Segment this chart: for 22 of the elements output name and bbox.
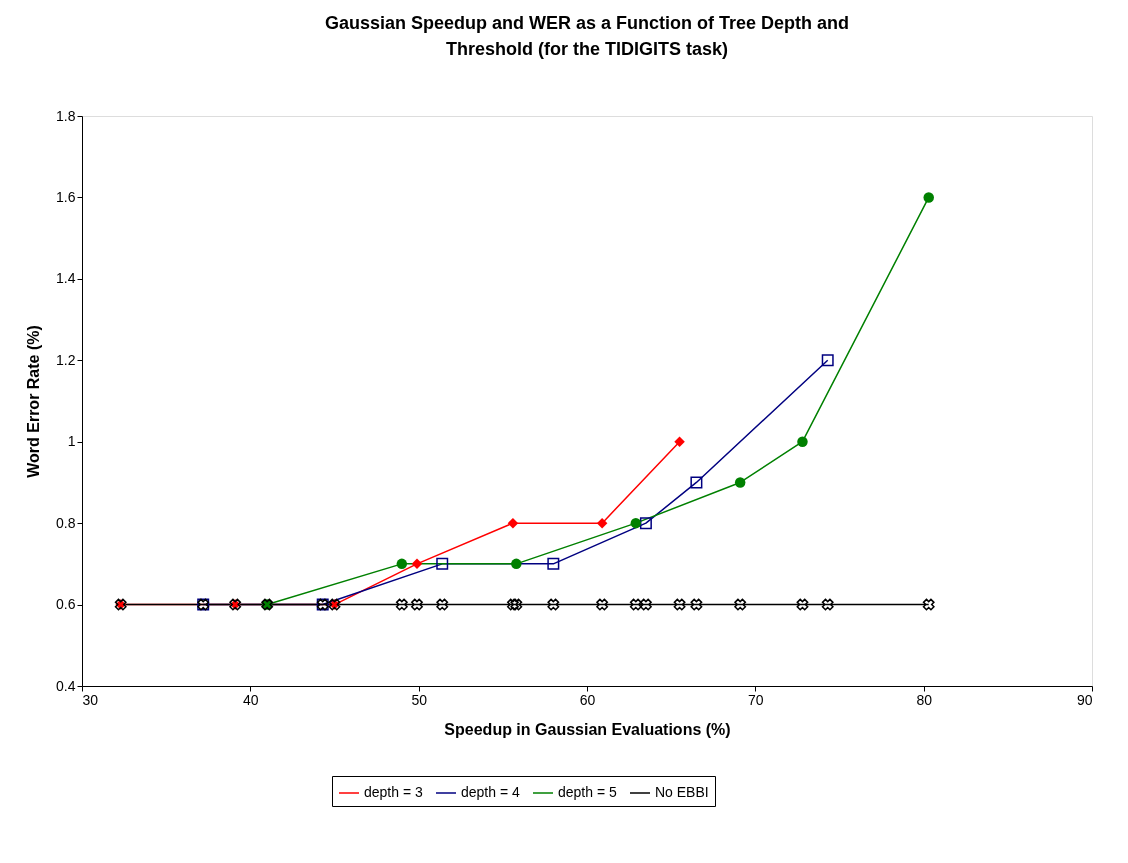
x-tick-label: 70 [748,691,764,708]
x-axis-title: Speedup in Gaussian Evaluations (%) [444,720,731,738]
x-tick-label: 60 [579,691,596,708]
x-tick-label: 30 [82,691,99,708]
y-tick-label: 0.6 [56,596,76,613]
chart-title: Gaussian Speedup and WER as a Function of Tree Depth and Threshold (for the TIDIGITS task) [324,13,850,59]
y-tick-label: 1.6 [56,188,76,205]
y-tick-label: 1.4 [56,270,76,287]
x-tick-label: 80 [916,691,933,708]
y-axis-title: Word Error Rate (%) [25,325,43,478]
y-tick-label: 1.8 [56,107,76,124]
legend-label: depth = 5 [558,784,617,800]
x-tick-label: 40 [243,691,259,708]
y-tick-label: 0.8 [56,514,76,531]
y-tick-label: 1.2 [56,351,76,368]
y-tick-label: 0.4 [56,677,76,694]
x-tick-label: 90 [1076,691,1093,708]
legend-label: depth = 3 [364,784,423,800]
y-tick-label: 1 [67,433,76,450]
legend-label: No EBBI [655,784,709,800]
x-tick-label: 50 [411,691,428,708]
legend-label: depth = 4 [461,784,520,800]
